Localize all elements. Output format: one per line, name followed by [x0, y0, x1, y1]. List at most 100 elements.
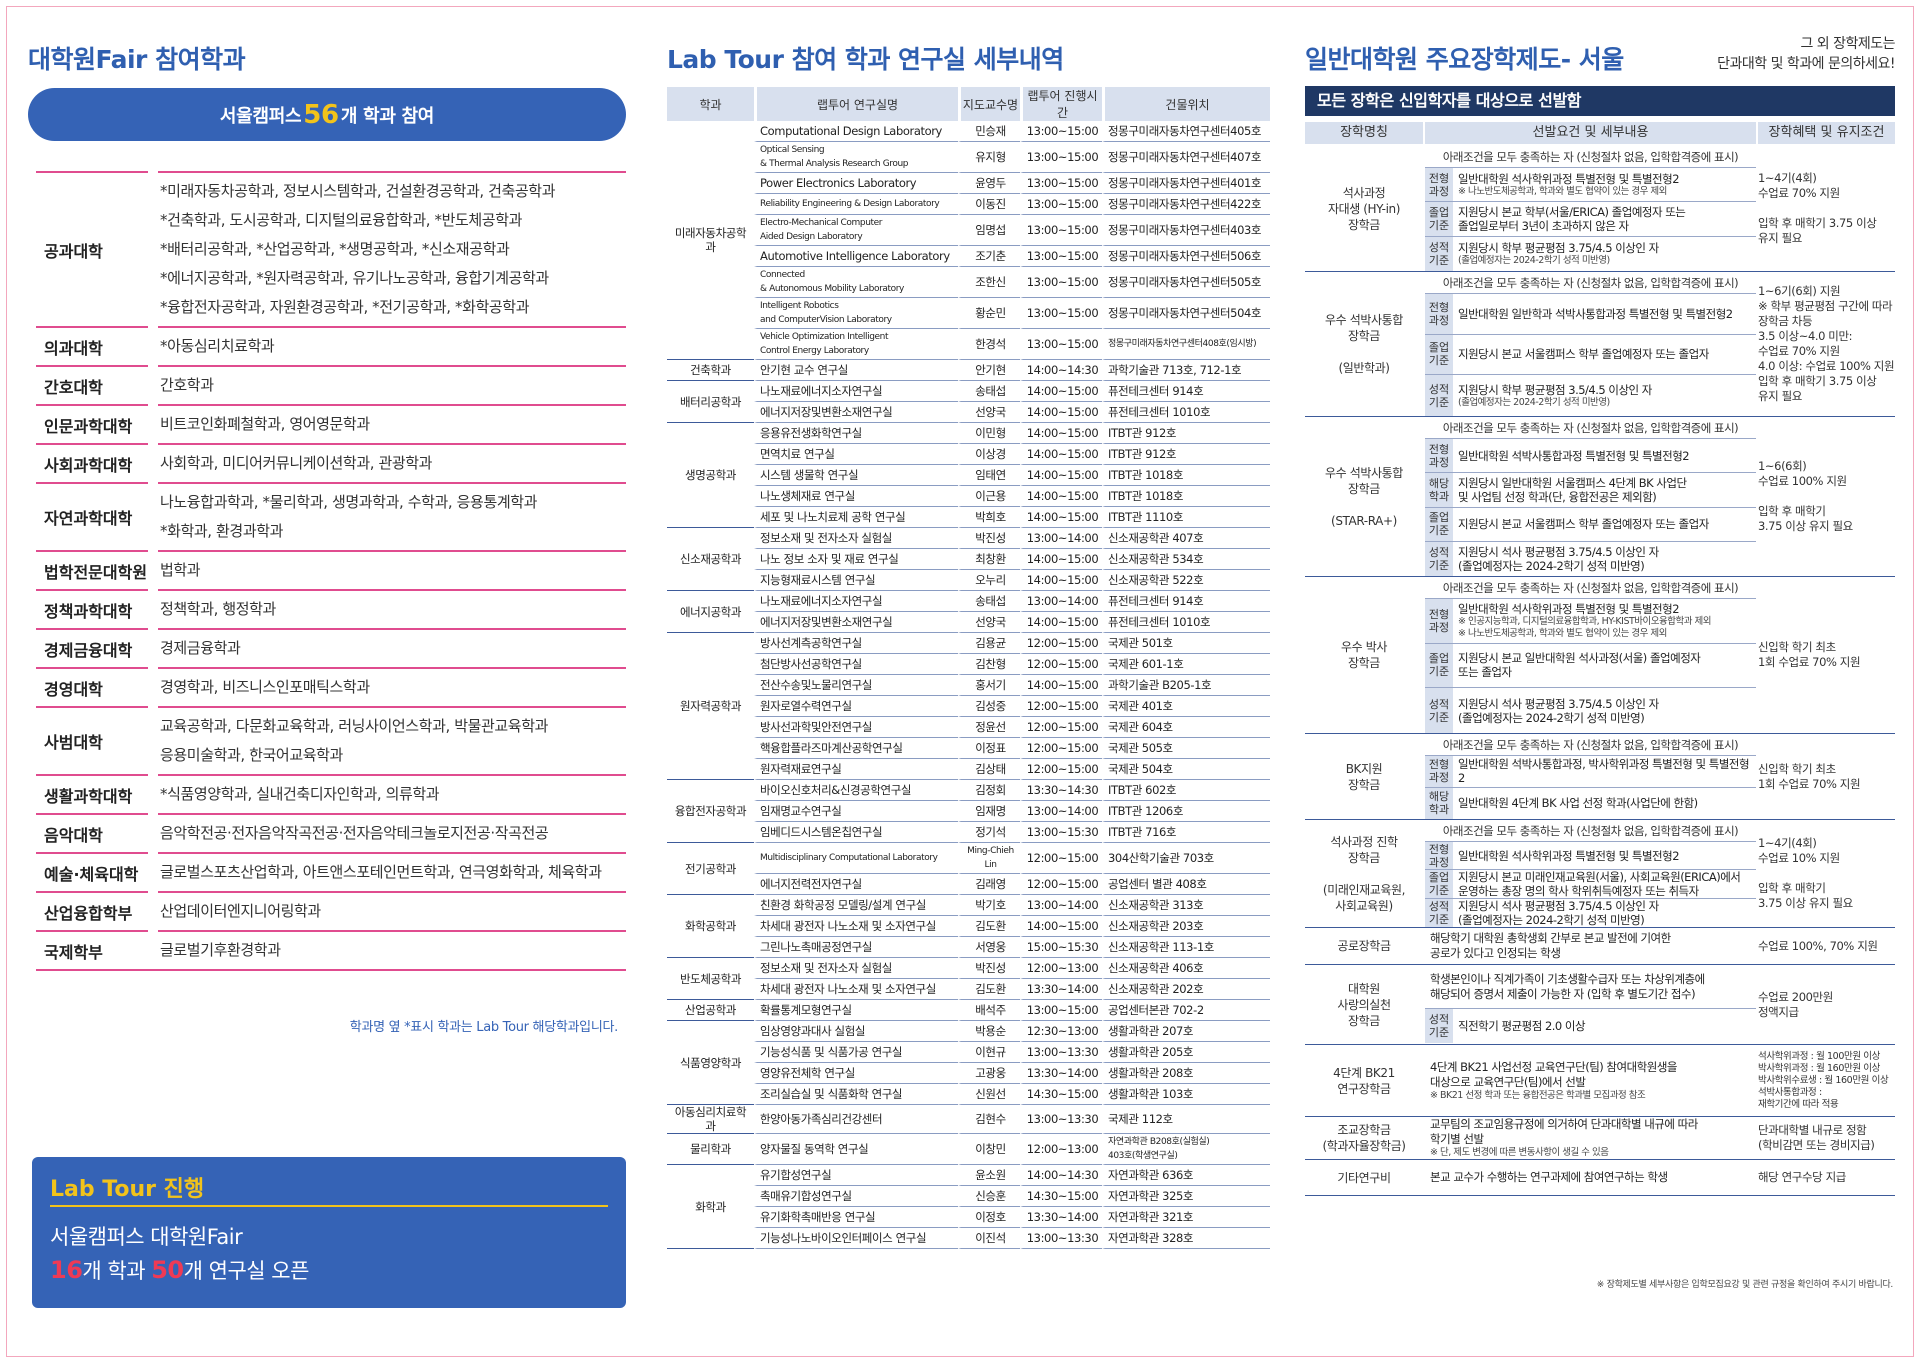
lab-name: 원자로열수력연구실	[754, 696, 958, 717]
table-row: 촉매유기합성연구실 신승훈 14:30~15:00 자연과학관 325호	[667, 1186, 1270, 1207]
tour-time: 14:00~15:00	[1020, 507, 1102, 528]
college-name: 공과대학	[44, 241, 103, 261]
requirement-text: 일반대학원 석사학위과정 특별전형 및 특별전형2	[1453, 842, 1756, 869]
department-line: 글로벌기후환경학과	[160, 941, 281, 959]
scholarship-name: 석사과정 진학 장학금 (미래인재교육원, 사회교육원)	[1322, 834, 1406, 913]
college-row: 경제금융대학 경제금융학과	[36, 627, 626, 667]
professor: 이창민	[958, 1134, 1020, 1165]
professor: 선양국	[958, 612, 1020, 633]
building: 국제관 604호	[1102, 717, 1270, 738]
requirement-main: 지원당시 본교 서울캠퍼스 학부 졸업예정자 또는 졸업자	[1458, 517, 1709, 532]
department-line: *식품영양학과, 실내건축디자인학과, 의류학과	[160, 785, 440, 803]
college-name: 경제금융대학	[44, 640, 133, 660]
table-row: Power Electronics Laboratory 윤영두 13:00~15:…	[667, 173, 1270, 194]
scholarship-requirements: 아래조건을 모두 충족하는 자 (신청절차 없음, 입학합격증에 표시) 전형 과정…	[1425, 272, 1756, 416]
college-row: 국제학부 글로벌기후환경학과	[36, 929, 626, 971]
department-cell: 생명공학과	[667, 423, 754, 528]
table-row: 에너지저장및변환소재연구실 선양국 14:00~15:00 퓨전테크센터 1010호	[667, 402, 1270, 423]
side-note-line: 단과대학 및 학과에 문의하세요!	[1717, 56, 1895, 72]
building: 정몽구미래자동차연구센터422호	[1102, 194, 1270, 215]
scholarship-block: 우수 박사 장학금 아래조건을 모두 충족하는 자 (신청절차 없음, 입학합격증에…	[1305, 577, 1895, 734]
requirement-main: 해당학기 대학원 총학생회 간부로 본교 발전에 기여한 공로가 있다고 인정되는…	[1430, 931, 1671, 960]
table-row: 에너지저장및변환소재연구실 선양국 14:00~15:00 퓨전테크센터 1010호	[667, 612, 1270, 633]
scholarship-name: 4단계 BK21 연구장학금	[1333, 1065, 1395, 1096]
table-row: Optical Sensing & Thermal Analysis Resear…	[667, 142, 1270, 173]
requirement-text: 지원당시 학부 평균평점 3.5/4.5 이상인 자 (졸업예정자는 2024-2…	[1453, 375, 1756, 416]
lab-name: 핵융합플라즈마계산공학연구실	[754, 738, 958, 759]
college-name: 법학전문대학원	[44, 562, 148, 582]
tour-time: 12:00~15:00	[1020, 759, 1102, 780]
scholarship-block: 석사과정 진학 장학금 (미래인재교육원, 사회교육원) 아래조건을 모두 충족하는 자…	[1305, 820, 1895, 928]
requirement-main: 일반대학원 석사학위과정 특별전형 및 특별전형2	[1458, 601, 1680, 616]
column-header: 랩투어 진행시간	[1020, 87, 1102, 121]
tour-time: 13:00~13:30	[1020, 1105, 1102, 1134]
scholarship-block: 우수 석박사통합 장학금 (STAR-RA+) 아래조건을 모두 충족하는 자 (신청…	[1305, 417, 1895, 577]
divider-gap	[148, 851, 158, 855]
requirement-main: 일반대학원 석사학위과정 특별전형 및 특별전형2	[1458, 171, 1680, 186]
department-line: 나노융합과학과, *물리학과, 생명과학과, 수학과, 응용통계학과	[160, 493, 538, 511]
requirement-row: 성적 기준 지원당시 석사 평균평점 3.75/4.5 이상인 자 (졸업예정자는 2…	[1425, 898, 1756, 927]
scholarship-benefit: 1~6기(6회) 지원 ※ 학부 평균평점 구간에 따라 장학금 차등 3.5 이상…	[1758, 284, 1895, 403]
scholarship-requirements: 아래조건을 모두 충족하는 자 (신청절차 없음, 입학합격증에 표시) 전형 과정…	[1425, 417, 1756, 576]
lab-name: 전산수송및노물리연구실	[754, 675, 958, 696]
professor: Ming-Chieh Lin	[958, 843, 1020, 874]
tour-time: 13:00~15:00	[1020, 267, 1102, 298]
requirement-label: 전형 과정	[1425, 599, 1453, 643]
lab-name: 안기현 교수 연구실	[754, 360, 958, 381]
participation-banner: 서울캠퍼스 56 개 학과 참여	[28, 88, 626, 141]
department-line: 간호학과	[160, 376, 214, 394]
department-cell: 전기공학과	[667, 843, 754, 895]
building: 정몽구미래자동차연구센터405호	[1102, 121, 1270, 142]
building: 국제관 504호	[1102, 759, 1270, 780]
requirement-label: 전형 과정	[1425, 842, 1453, 870]
requirement-text: 지원당시 석사 평균평점 3.75/4.5 이상인 자 (졸업예정자는 2024-…	[1453, 542, 1756, 576]
tour-time: 14:00~15:00	[1020, 444, 1102, 465]
scholarship-block: 4단계 BK21 연구장학금 4단계 BK21 사업선정 교육연구단(팀) 참여대학…	[1305, 1045, 1895, 1117]
department-line: *미래자동차공학과, 정보시스템학과, 건설환경공학과, 건축공학과	[160, 182, 556, 200]
lab-name: 시스템 생물학 연구실	[754, 465, 958, 486]
college-name: 인문과학대학	[44, 416, 133, 436]
department-list: 간호학과	[160, 367, 626, 404]
requirement-text: 본교 교수가 수행하는 연구과제에 참여연구하는 학생	[1425, 1160, 1756, 1195]
building: ITBT관 716호	[1102, 822, 1270, 843]
requirement-text: 지원당시 일반대학원 서울캠퍼스 4단계 BK 사업단 및 사업팀 선정 학과(단…	[1453, 473, 1756, 506]
professor: 김도환	[958, 916, 1020, 937]
requirement-text: 지원당시 본교 서울캠퍼스 학부 졸업예정자 또는 졸업자	[1453, 335, 1756, 375]
department-line: 글로벌스포츠산업학과, 아트앤스포테인먼트학과, 연극영화학과, 체육학과	[160, 863, 602, 881]
labtour-lab-count: 50	[151, 1256, 184, 1284]
building: ITBT관 1018호	[1102, 486, 1270, 507]
building: 정몽구미래자동차연구센터504호	[1102, 298, 1270, 329]
scholarship-benefit: 신입학 학기 최초 1회 수업료 70% 지원	[1758, 761, 1861, 791]
divider-gap	[148, 929, 158, 933]
requirement-row: 성적 기준 지원당시 학부 평균평점 3.5/4.5 이상인 자 (졸업예정자는 20…	[1425, 375, 1756, 416]
college-row: 자연과학대학 나노융합과학과, *물리학과, 생명과학과, 수학과, 응용통계학과…	[36, 481, 626, 550]
department-list: 비트코인화폐철학과, 영어영문학과	[160, 406, 626, 443]
requirement-text: 일반대학원 석박사통합과정, 박사학위과정 특별전형 및 특별전형2	[1453, 756, 1756, 787]
department-line: *화학과, 환경과학과	[160, 522, 284, 540]
professor: 김상태	[958, 759, 1020, 780]
building: 생활과학관 207호	[1102, 1021, 1270, 1042]
labtour-text: 개 연구실 오픈	[183, 1259, 310, 1283]
tour-time: 12:00~15:00	[1020, 654, 1102, 675]
building: 자연과학관 325호	[1102, 1186, 1270, 1207]
requirement-main: 지원당시 석사 평균평점 3.75/4.5 이상인 자 (졸업예정자는 2024-…	[1458, 696, 1659, 725]
table-row: 에너지전력전자연구실 김래영 12:00~15:00 공업센터 별관 408호	[667, 874, 1270, 895]
requirement-row: 전형 과정 일반대학원 일반학과 석박사통합과정 특별전형 및 특별전형2	[1425, 294, 1756, 335]
tour-time: 14:00~15:00	[1020, 402, 1102, 423]
tour-time: 14:00~15:00	[1020, 465, 1102, 486]
tour-time: 13:00~15:00	[1020, 173, 1102, 194]
table-row: 나노생체재료 연구실 이근용 14:00~15:00 ITBT관 1018호	[667, 486, 1270, 507]
requirement-text: 일반대학원 석사학위과정 특별전형 및 특별전형2 ※ 나노반도체공학과, 학과와…	[1453, 168, 1756, 201]
lab-name: 차세대 광전자 나노소재 및 소자연구실	[754, 979, 958, 1000]
scholarship-requirements: 학생본인이나 직계가족이 기초생활수급자 또는 차상위계층에 해당되어 증명서 제…	[1425, 965, 1756, 1044]
professor: 이근용	[958, 486, 1020, 507]
lab-name: 영양유전체학 연구실	[754, 1063, 958, 1084]
lab-name: 확률통계모형연구실	[754, 1000, 958, 1021]
professor: 임명섭	[958, 215, 1020, 246]
scholarship-benefit: 1~6(6회) 수업료 100% 지원 입학 후 매학기 3.75 이상 유지 필요	[1758, 459, 1853, 533]
professor: 김찬형	[958, 654, 1020, 675]
requirement-row: 해당 학과 일반대학원 4단계 BK 사업 선정 학과(사업단에 한함)	[1425, 787, 1756, 819]
tour-time: 14:00~15:00	[1020, 549, 1102, 570]
college-row: 인문과학대학 비트코인화폐철학과, 영어영문학과	[36, 403, 626, 443]
divider-gap	[148, 812, 158, 816]
